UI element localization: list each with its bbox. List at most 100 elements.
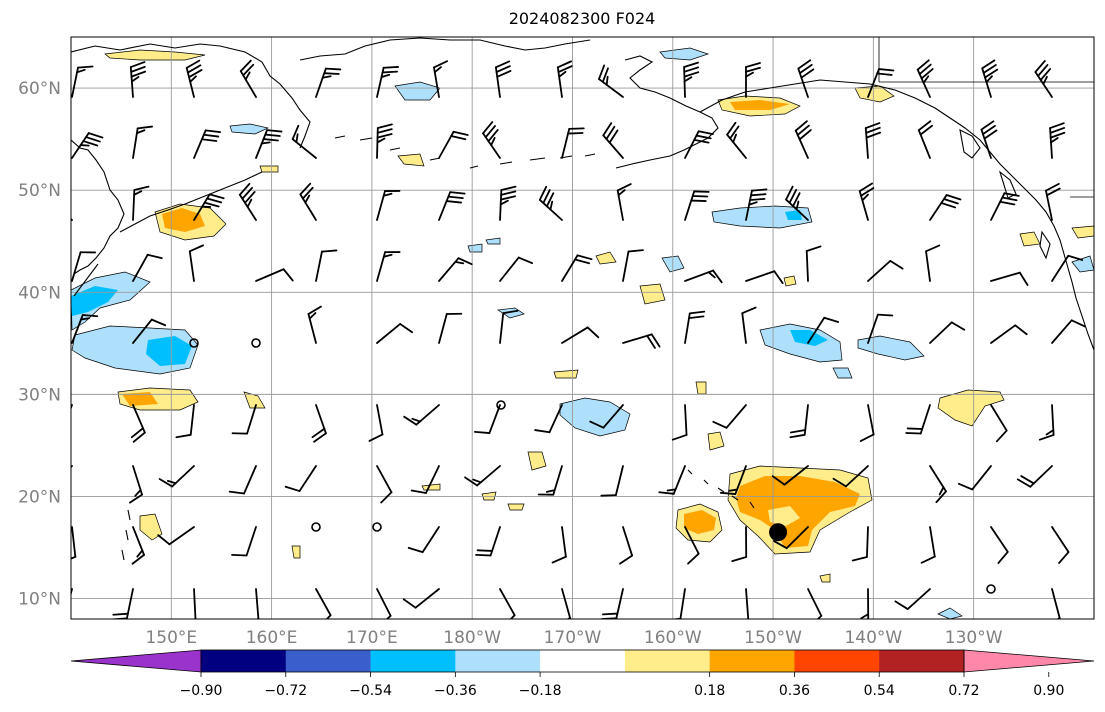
wind-barb: [1045, 182, 1061, 221]
field-yellow: [104, 49, 206, 61]
wind-barb: [598, 64, 624, 98]
wind-barb: [616, 183, 632, 221]
wind-barb: [981, 59, 999, 98]
wind-barb: [990, 526, 1009, 564]
wind-barb: [291, 124, 317, 159]
field-blue: [785, 210, 802, 220]
colorbar-segment: [879, 650, 965, 672]
colorbar-segment: [370, 650, 456, 672]
map-background: [71, 37, 1094, 619]
calm-circle: [189, 338, 199, 348]
aleutian-islands: [334, 135, 596, 169]
wind-barb: [499, 256, 534, 282]
wind-barb: [158, 465, 195, 488]
wind-barb: [794, 120, 812, 159]
wind-barb: [130, 404, 146, 443]
wind-barb: [745, 188, 768, 221]
field-yellow: [553, 369, 579, 379]
wind-barb: [920, 526, 936, 564]
wind-barb: [231, 404, 257, 435]
wind-barb: [745, 270, 784, 285]
wind-barb: [433, 60, 448, 98]
field-blue: [146, 336, 192, 366]
field-orange: [736, 476, 860, 548]
wind-barb: [789, 404, 809, 439]
wind-barb: [867, 313, 894, 344]
wind-barb: [311, 404, 327, 443]
field-yellow: [639, 283, 666, 305]
wind-barb: [745, 62, 761, 98]
wind-barb: [805, 245, 822, 282]
wind-barb: [376, 251, 401, 282]
lat-tick-label: 60°N: [18, 79, 61, 99]
wind-barb: [407, 526, 440, 554]
anomaly-fields: [71, 47, 1094, 619]
wind-barb: [851, 526, 869, 562]
wind-barb: [284, 465, 317, 492]
wind-barb: [71, 132, 104, 159]
wind-barb: [231, 526, 257, 557]
wind-barb: [376, 123, 393, 159]
field-yellow: [291, 545, 301, 559]
wind-barb: [376, 323, 414, 344]
field-yellow: [481, 491, 497, 501]
calm-markers: [189, 338, 996, 594]
wind-barb: [1038, 404, 1055, 441]
coastlines: [71, 37, 1094, 561]
lat-tick-label: 10°N: [18, 590, 61, 610]
wind-barb: [860, 588, 870, 619]
wind-barb: [403, 404, 440, 426]
wind-barb: [71, 404, 73, 411]
wind-barb: [315, 67, 342, 98]
wind-barb: [132, 318, 167, 344]
wind-barb: [832, 465, 869, 488]
wind-barb: [307, 305, 322, 344]
field-yellow: [139, 513, 163, 541]
field-light-blue: [394, 81, 441, 101]
storm-center-marker: [769, 523, 788, 542]
wind-barb: [807, 588, 823, 619]
field-light-blue: [229, 123, 270, 135]
colorbar-segment: [540, 650, 626, 672]
calm-circle: [986, 584, 996, 594]
marianas: [121, 509, 131, 561]
wind-barb: [864, 122, 882, 159]
wind-barb: [684, 269, 723, 284]
coastline-bc-islands: [959, 129, 1051, 260]
field-yellow: [595, 251, 617, 265]
wind-barb: [561, 326, 600, 344]
wind-barb: [132, 253, 163, 282]
field-yellow: [819, 573, 831, 583]
wind-barb: [494, 60, 512, 98]
colorbar-segment: [624, 650, 711, 672]
wind-barb: [71, 465, 73, 469]
wind-barb: [745, 588, 750, 619]
colorbar-segment: [709, 650, 795, 672]
wind-barb: [551, 526, 567, 564]
field-yellow: [397, 153, 425, 167]
aleutian-chain: [119, 171, 263, 233]
map-frame: [70, 36, 1095, 620]
wind-barb: [684, 130, 714, 159]
wind-barb: [315, 249, 338, 282]
calm-circle: [311, 522, 321, 532]
field-light-blue: [659, 47, 710, 61]
wind-barb: [561, 254, 593, 282]
field-orange: [162, 208, 205, 232]
colorbar-tick-label: −0.72: [264, 683, 307, 699]
wind-barb: [785, 185, 809, 221]
wind-barb: [1051, 526, 1070, 564]
wind-barb: [1051, 588, 1061, 619]
field-light-blue: [857, 335, 925, 361]
wind-barb: [658, 465, 686, 495]
wind-barb: [859, 404, 875, 442]
wind-barb: [990, 324, 1028, 344]
wind-barb: [619, 526, 634, 565]
wind-barb: [556, 60, 573, 98]
wind-barb: [132, 125, 153, 159]
field-light-blue: [832, 367, 853, 379]
calm-circle: [496, 400, 506, 410]
field-yellow: [1071, 225, 1094, 239]
coastline-chukotka: [299, 37, 591, 61]
wind-barb: [858, 182, 875, 221]
